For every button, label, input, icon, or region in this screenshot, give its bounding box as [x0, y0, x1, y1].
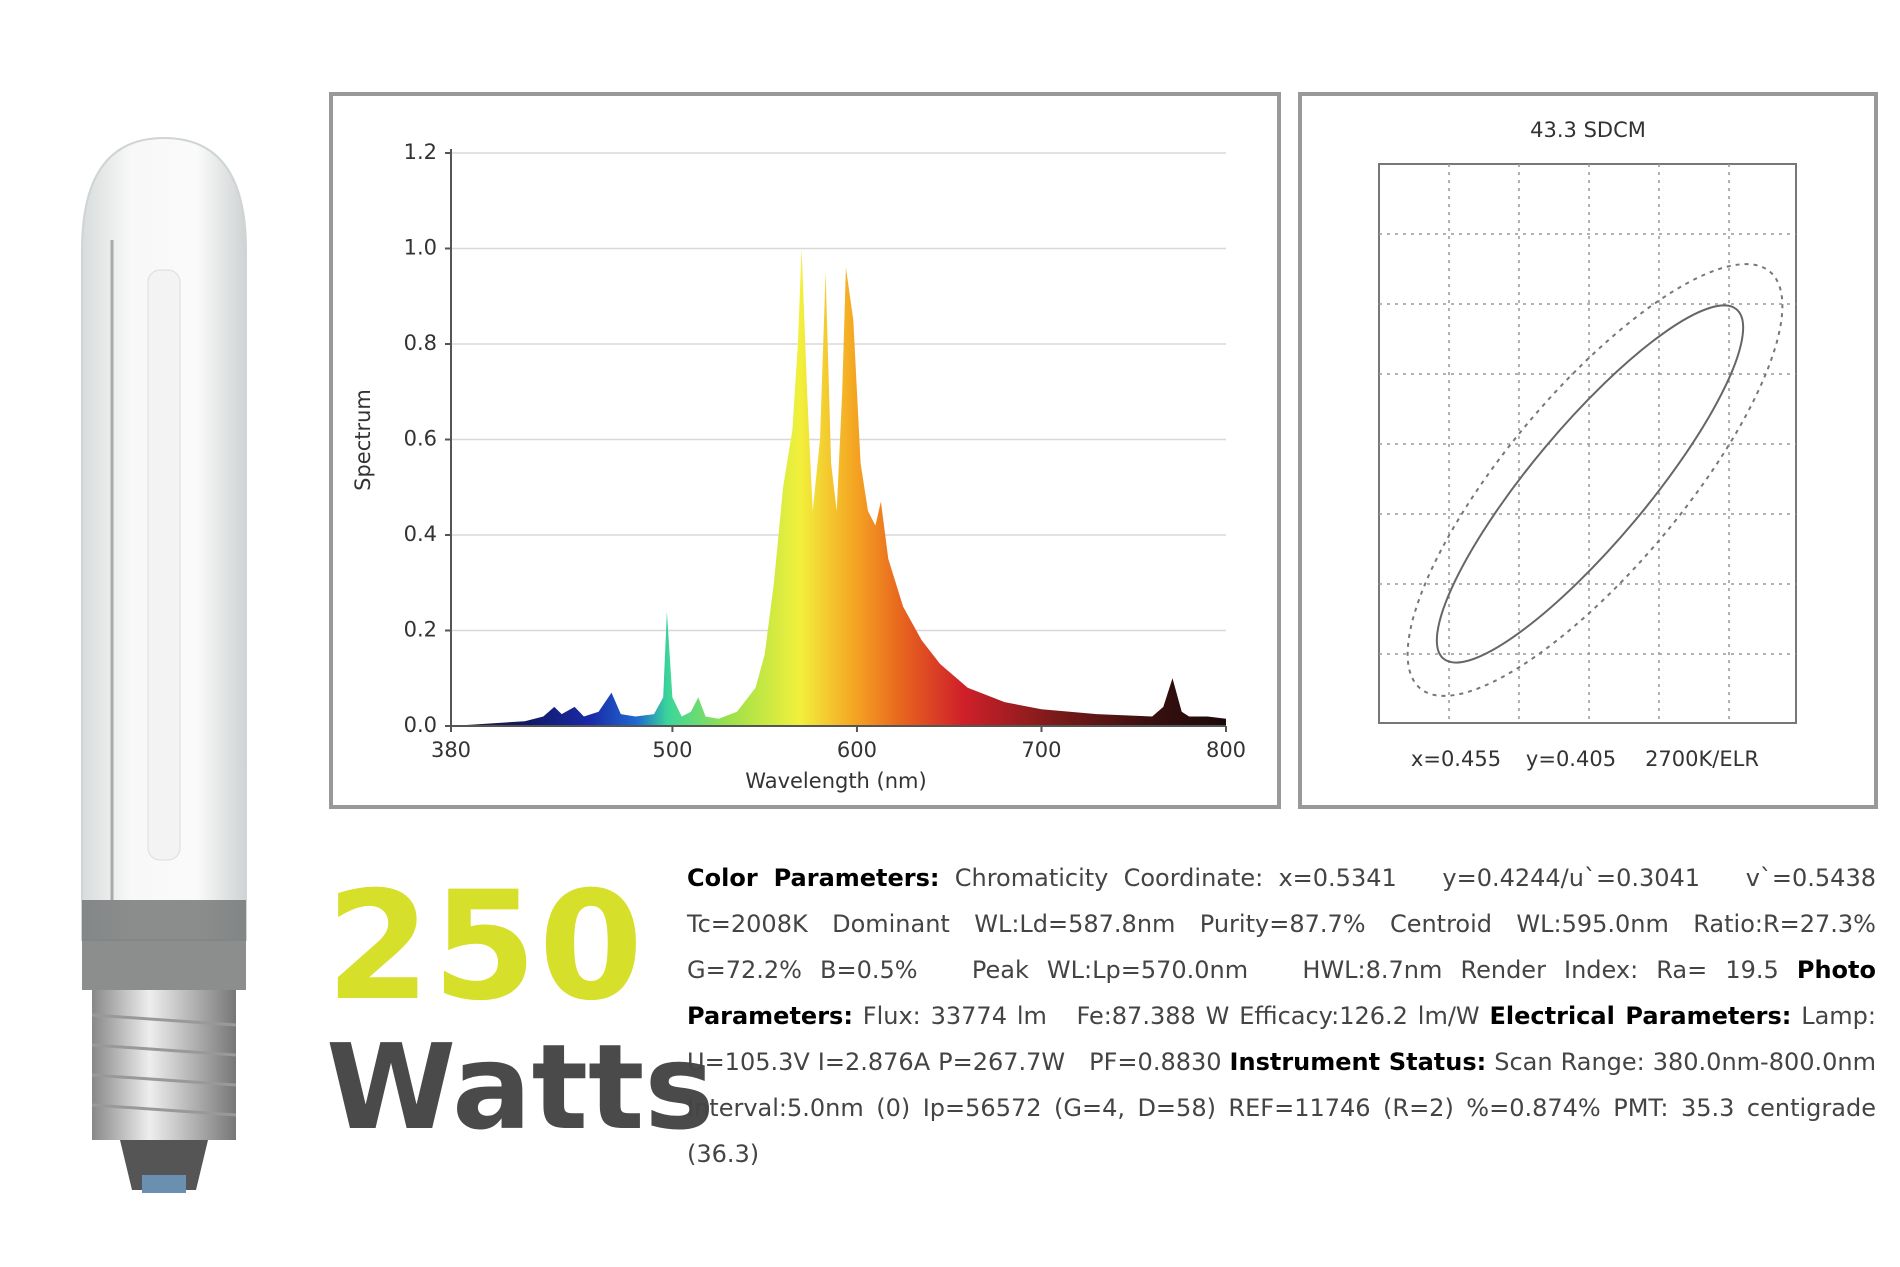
- y-tick-label: 0.4: [404, 522, 437, 546]
- chromaticity-frame: [1298, 92, 1878, 809]
- x-tick-label: 500: [652, 738, 692, 762]
- y-tick-label: 1.2: [404, 140, 437, 164]
- chromaticity-diagram: 43.3 SDCM x=0.455 y=0.405 2700K/ELR: [1378, 118, 1797, 771]
- x-tick-label: 600: [837, 738, 877, 762]
- y-tick-label: 0.2: [404, 618, 437, 642]
- y-tick-label: 0.0: [404, 713, 437, 737]
- wattage: 250: [326, 860, 646, 1034]
- parameter-text: Scan Range: 380.0nm-800.0nm Interval:5.0…: [687, 1048, 1884, 1168]
- spectrum-area: [451, 248, 1226, 726]
- y-tick-label: 0.6: [404, 427, 437, 451]
- parameter-label: Electrical Parameters:: [1489, 1002, 1792, 1030]
- x-axis-label: Wavelength (nm): [745, 769, 926, 793]
- parameter-text: Chromaticity Coordinate: x=0.5341 y=0.42…: [687, 864, 1884, 984]
- parameter-text: Lamp: U=105.3V I=2.876A P=267.7W PF=0.88…: [687, 1002, 1884, 1076]
- chart-frame: [329, 92, 1281, 809]
- parameter-label: Photo Parameters:: [687, 956, 1885, 1030]
- chromaticity-x: x=0.455: [1411, 747, 1501, 771]
- chromaticity-y: y=0.405: [1526, 747, 1616, 771]
- wattage-unit: Watts: [326, 1018, 715, 1156]
- bulb-illustration: [81, 136, 247, 1193]
- parameter-label: Instrument Status:: [1229, 1048, 1487, 1076]
- parameter-text: Flux: 33774 lm Fe:87.388 W Efficacy:126.…: [862, 1002, 1480, 1030]
- spectrum-chart: 0.0 0.2 0.4 0.6 0.8 1.0 1.2 380 500 600 700 800 Wave…: [351, 140, 1246, 793]
- y-tick-label: 1.0: [404, 236, 437, 260]
- y-axis-label: Spectrum: [351, 389, 375, 491]
- y-tick-label: 0.8: [404, 331, 437, 355]
- chromaticity-class: 2700K/ELR: [1645, 747, 1759, 771]
- x-tick-label: 800: [1206, 738, 1246, 762]
- parameters: Color Parameters: Chromaticity Coordinat…: [687, 855, 1876, 1177]
- parameter-label: Color Parameters:: [687, 864, 940, 892]
- x-tick-label: 700: [1021, 738, 1061, 762]
- x-tick-label: 380: [431, 738, 471, 762]
- chromaticity-title: 43.3 SDCM: [1530, 118, 1646, 142]
